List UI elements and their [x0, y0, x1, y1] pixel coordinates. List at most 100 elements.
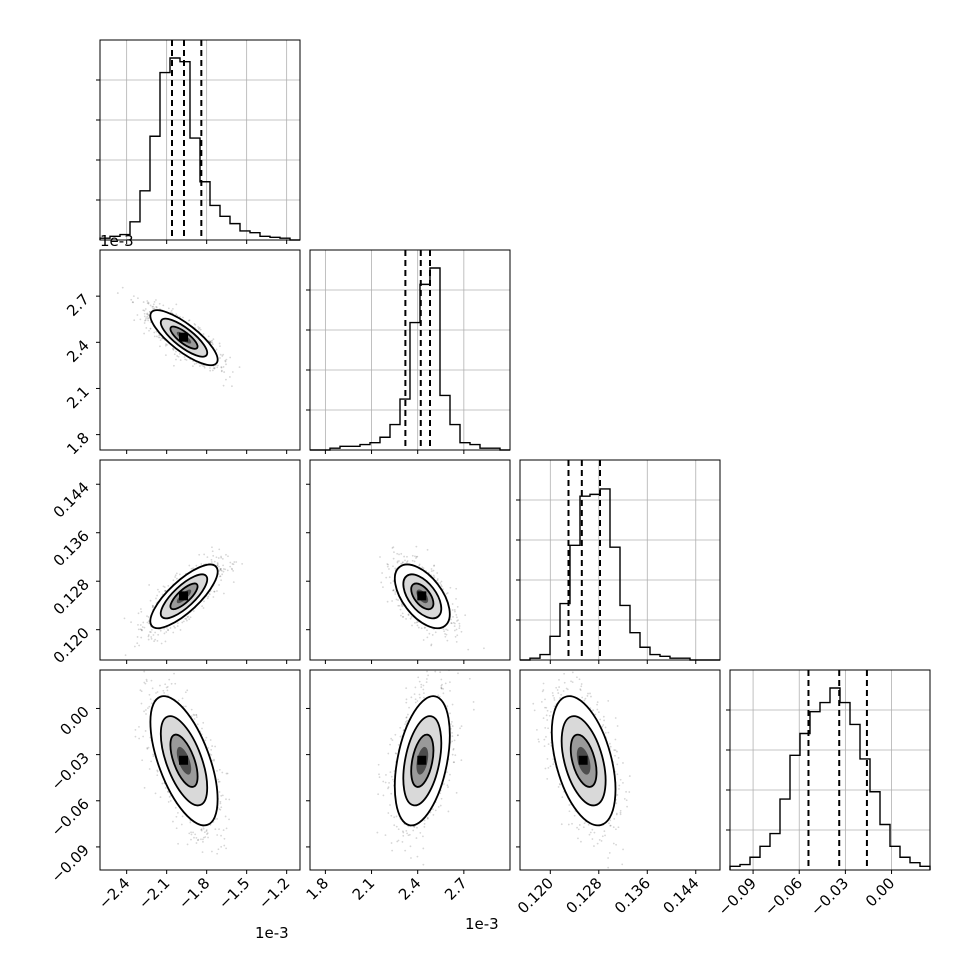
scatter-panel-2-1	[306, 460, 510, 664]
scatter-panel-2-0	[96, 460, 300, 664]
scatter-point	[137, 297, 139, 299]
hist-panel-2	[516, 460, 720, 664]
scatter-point	[124, 617, 126, 619]
scatter-point	[211, 546, 213, 548]
scatter-point	[162, 690, 164, 692]
scatter-point	[210, 340, 212, 342]
scatter-point	[220, 835, 222, 837]
scatter-point	[167, 791, 169, 793]
scatter-point	[156, 595, 158, 597]
scatter-point	[458, 661, 460, 663]
scatter-point	[218, 848, 220, 850]
scatter-point	[169, 796, 171, 798]
scatter-point	[156, 774, 158, 776]
scatter-point	[203, 600, 205, 602]
scatter-point	[222, 354, 224, 356]
scatter-point	[418, 565, 420, 567]
scatter-point	[163, 585, 165, 587]
scatter-point	[225, 798, 227, 800]
scatter-point	[459, 625, 461, 627]
scatter-point	[447, 786, 449, 788]
scatter-point	[146, 300, 148, 302]
scatter-point	[443, 783, 445, 785]
scatter-point	[158, 337, 160, 339]
scatter-point	[203, 607, 205, 609]
scatter-point	[216, 590, 218, 592]
scatter-point	[150, 636, 152, 638]
scatter-point	[154, 336, 156, 338]
scatter-point	[139, 318, 141, 320]
scatter-point	[188, 565, 190, 567]
scatter-point	[437, 579, 439, 581]
scatter-point	[207, 597, 209, 599]
panel-content	[135, 652, 232, 854]
scatter-point	[483, 647, 485, 649]
scatter-point	[394, 568, 396, 570]
scatter-point	[125, 654, 127, 656]
scatter-point	[145, 709, 147, 711]
scatter-point	[210, 739, 212, 741]
scatter-point	[454, 630, 456, 632]
scatter-point	[407, 714, 409, 716]
scatter-point	[176, 355, 178, 357]
scatter-point	[400, 553, 402, 555]
density-peak	[417, 591, 426, 600]
scatter-point	[174, 627, 176, 629]
scatter-point	[142, 736, 144, 738]
scatter-point	[180, 629, 182, 631]
scatter-point	[152, 687, 154, 689]
scatter-point	[136, 642, 138, 644]
scatter-point	[396, 553, 398, 555]
scatter-point	[217, 779, 219, 781]
scatter-point	[159, 345, 161, 347]
scatter-point	[214, 367, 216, 369]
scatter-point	[175, 359, 177, 361]
panel-content	[124, 546, 243, 656]
scatter-point	[402, 612, 404, 614]
scatter-point	[388, 568, 390, 570]
scatter-point	[150, 698, 152, 700]
scatter-point	[196, 837, 198, 839]
scatter-point	[172, 348, 174, 350]
scatter-point	[389, 771, 391, 773]
scatter-point	[157, 652, 159, 654]
scatter-point	[214, 561, 216, 563]
scatter-point	[221, 573, 223, 575]
scatter-point	[167, 629, 169, 631]
scatter-point	[213, 591, 215, 593]
scatter-point	[444, 636, 446, 638]
scatter-point	[182, 816, 184, 818]
scatter-point	[219, 343, 221, 345]
scatter-point	[213, 759, 215, 761]
scatter-point	[441, 684, 443, 686]
scatter-point	[419, 681, 421, 683]
scatter-point	[206, 829, 208, 831]
scatter-point	[177, 625, 179, 627]
scatter-point	[186, 689, 188, 691]
scatter-point	[216, 818, 218, 820]
scatter-point	[216, 556, 218, 558]
scatter-point	[200, 563, 202, 565]
scatter-point	[417, 625, 419, 627]
scatter-point	[219, 769, 221, 771]
scatter-point	[446, 705, 448, 707]
scatter-point	[194, 833, 196, 835]
scatter-point	[133, 319, 135, 321]
scatter-point	[175, 313, 177, 315]
scatter-point	[220, 846, 222, 848]
scatter-point	[201, 605, 203, 607]
scatter-point	[188, 618, 190, 620]
scatter-point	[232, 570, 234, 572]
scatter-point	[421, 627, 423, 629]
scatter-point	[418, 627, 420, 629]
scatter-point	[150, 600, 152, 602]
scatter-point	[155, 299, 157, 301]
scatter-point	[414, 622, 416, 624]
scatter-point	[218, 566, 220, 568]
scatter-point	[167, 585, 169, 587]
scatter-point	[172, 821, 174, 823]
scatter-point	[231, 568, 233, 570]
scatter-point	[142, 622, 144, 624]
density-peak	[179, 591, 188, 600]
